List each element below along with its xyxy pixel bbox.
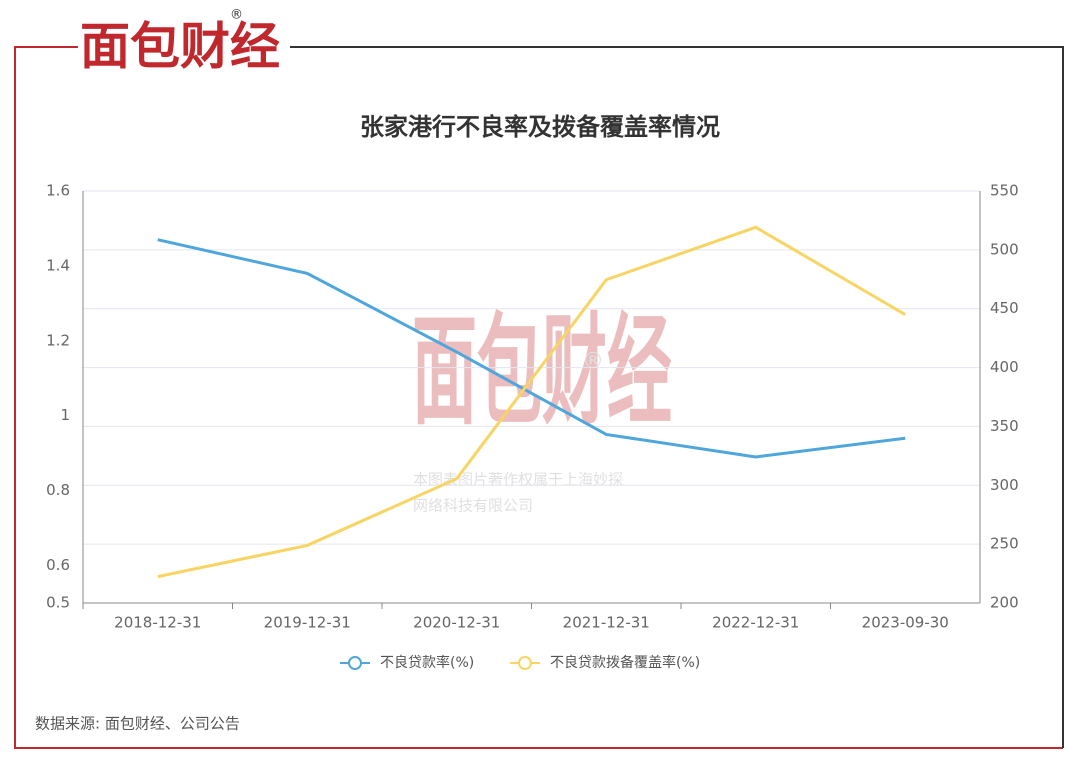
y-tick-label: 0.6 [46,556,70,574]
y-tick-label: 1.6 [46,182,70,200]
x-tick-label: 2022-12-31 [712,614,799,632]
y2-tick-label: 550 [990,182,1019,200]
y-tick-label: 1.2 [46,331,70,349]
watermark-mark: ® [582,349,604,374]
source: 数据来源: 面包财经、公司公告 [35,715,240,733]
watermark-text: 网络科技有限公司 [413,497,533,515]
line [157,225,907,579]
y2-tick-label: 300 [990,476,1019,494]
watermark-logo: 面包财经 [412,303,672,442]
y2-tick-label: 500 [990,240,1019,258]
y2-tick-label: 400 [990,358,1019,376]
y-tick-label: 1 [60,406,70,424]
y2-tick-label: 250 [990,535,1019,553]
y-tick-label: 0.5 [46,594,70,612]
y2-tick-label: 200 [990,594,1019,612]
frame-red [14,46,1063,749]
chart-title: 张家港行不良率及拨备覆盖率情况 [360,113,720,141]
x-tick-label: 2020-12-31 [413,614,500,632]
legend-label: 不良贷款拨备覆盖率(%) [550,654,700,671]
x-tick-label: 2018-12-31 [114,614,201,632]
x-tick-label: 2023-09-30 [862,614,949,632]
x-tick-label: 2019-12-31 [264,614,351,632]
y2-tick-label: 450 [990,299,1019,317]
legend-label: 不良贷款率(%) [380,654,474,671]
logo-mark: ® [230,8,243,23]
y-tick-label: 1.4 [46,256,70,274]
watermark-text: 本图表图片著作权属于上海妙探 [413,471,623,489]
y2-tick-label: 350 [990,417,1019,435]
logo: 面包财经 [80,18,280,76]
line [157,238,906,459]
legend-marker [348,656,362,670]
frame-dark [290,46,1064,748]
y-tick-label: 0.8 [46,481,70,499]
legend-marker [518,656,532,670]
x-tick-label: 2021-12-31 [563,614,650,632]
